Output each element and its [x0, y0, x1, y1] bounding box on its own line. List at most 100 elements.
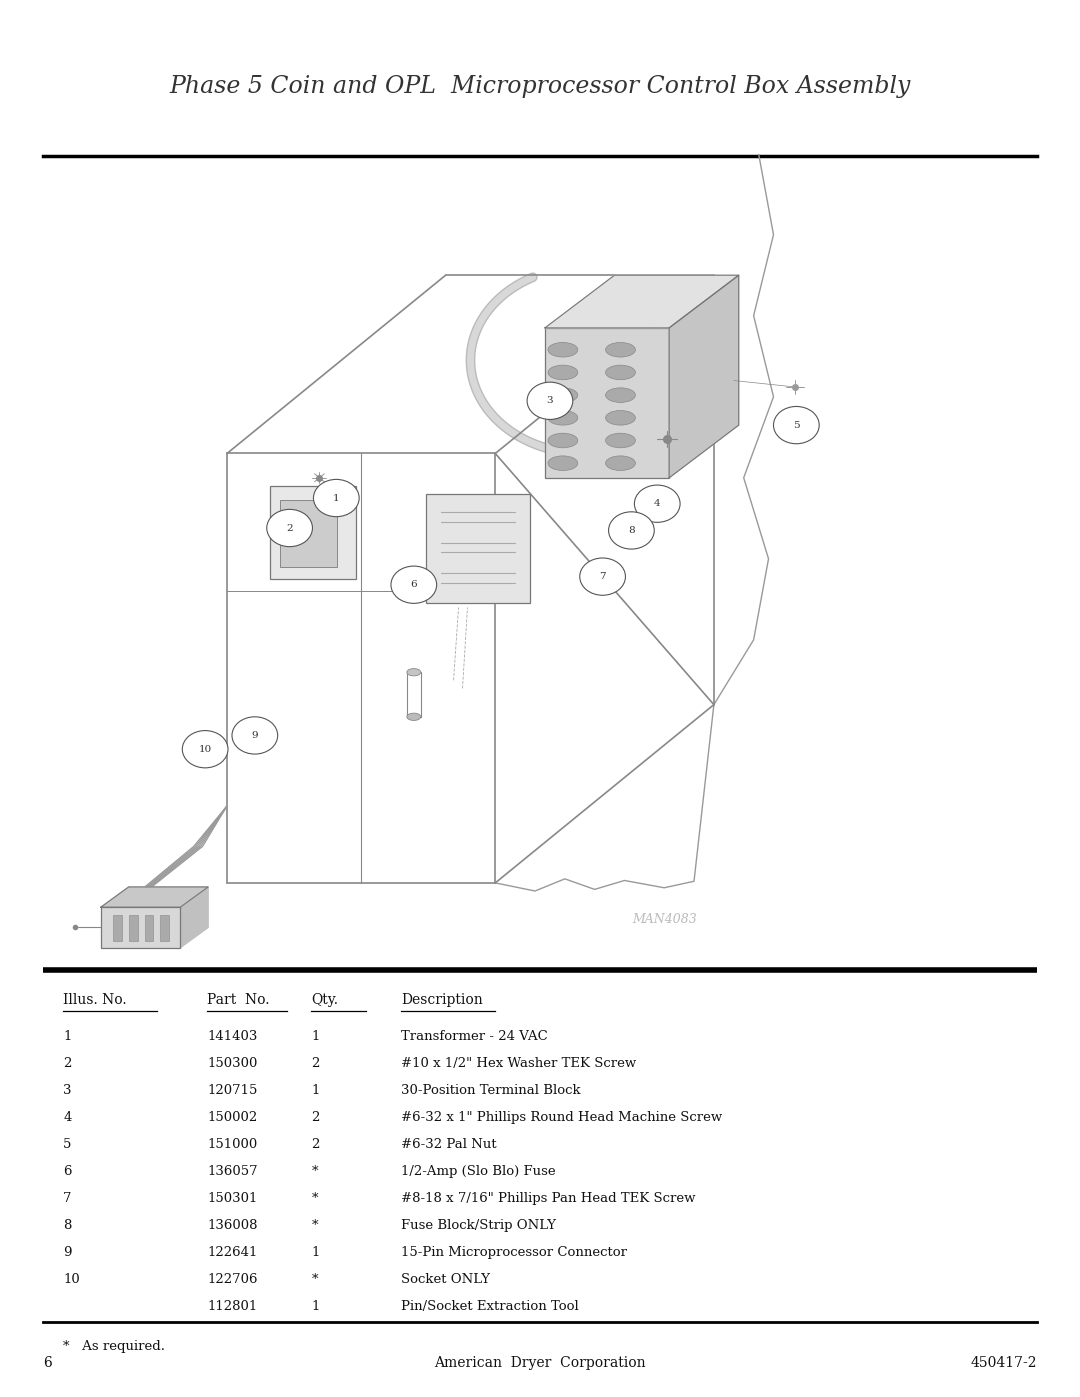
Polygon shape [545, 275, 739, 328]
Text: 136057: 136057 [207, 1165, 258, 1178]
Text: Transformer - 24 VAC: Transformer - 24 VAC [401, 1031, 548, 1044]
Ellipse shape [548, 365, 578, 380]
Bar [426, 495, 530, 604]
Text: Description: Description [401, 993, 483, 1007]
Ellipse shape [548, 455, 578, 471]
Polygon shape [670, 275, 739, 478]
Text: *: * [311, 1273, 318, 1285]
Bar [129, 915, 137, 942]
Text: #6-32 Pal Nut: #6-32 Pal Nut [401, 1139, 497, 1151]
Text: 2: 2 [286, 524, 293, 532]
Text: Fuse Block/Strip ONLY: Fuse Block/Strip ONLY [401, 1218, 556, 1232]
Text: 4: 4 [63, 1111, 71, 1125]
Ellipse shape [606, 342, 635, 358]
Ellipse shape [606, 455, 635, 471]
Text: 6: 6 [63, 1165, 71, 1178]
Text: 150002: 150002 [207, 1111, 257, 1125]
Text: American  Dryer  Corporation: American Dryer Corporation [434, 1356, 646, 1370]
Text: 150301: 150301 [207, 1192, 257, 1206]
Ellipse shape [606, 411, 635, 425]
Polygon shape [180, 887, 208, 947]
Ellipse shape [606, 365, 635, 380]
Ellipse shape [606, 433, 635, 448]
Bar [100, 907, 180, 947]
Text: #6-32 x 1" Phillips Round Head Machine Screw: #6-32 x 1" Phillips Round Head Machine S… [401, 1111, 723, 1125]
Text: 6: 6 [43, 1356, 52, 1370]
Circle shape [527, 383, 572, 419]
Text: 122641: 122641 [207, 1246, 257, 1259]
Text: 6: 6 [410, 580, 417, 590]
Text: 450417-2: 450417-2 [970, 1356, 1037, 1370]
Text: 3: 3 [546, 397, 553, 405]
Text: Part  No.: Part No. [207, 993, 270, 1007]
Circle shape [183, 731, 228, 768]
Text: 10: 10 [199, 745, 212, 754]
Bar [112, 915, 122, 942]
Circle shape [773, 407, 820, 444]
Text: 141403: 141403 [207, 1031, 257, 1044]
Text: 7: 7 [599, 573, 606, 581]
Text: 1: 1 [311, 1246, 320, 1259]
Text: MAN4083: MAN4083 [632, 912, 697, 926]
Text: 5: 5 [63, 1139, 71, 1151]
Text: 7: 7 [63, 1192, 71, 1206]
Text: 1: 1 [63, 1031, 71, 1044]
Text: 2: 2 [311, 1058, 320, 1070]
Text: Socket ONLY: Socket ONLY [401, 1273, 490, 1285]
Ellipse shape [548, 433, 578, 448]
Bar [280, 500, 337, 567]
Text: 2: 2 [63, 1058, 71, 1070]
Text: 150300: 150300 [207, 1058, 257, 1070]
Text: 30-Position Terminal Block: 30-Position Terminal Block [401, 1084, 581, 1097]
Text: 1: 1 [311, 1299, 320, 1313]
Text: Pin/Socket Extraction Tool: Pin/Socket Extraction Tool [401, 1299, 579, 1313]
Text: Qty.: Qty. [311, 993, 338, 1007]
Text: Phase 5 Coin and OPL  Microprocessor Control Box Assembly: Phase 5 Coin and OPL Microprocessor Cont… [170, 75, 910, 98]
Ellipse shape [548, 388, 578, 402]
Text: 112801: 112801 [207, 1299, 257, 1313]
Text: 10: 10 [63, 1273, 80, 1285]
Text: 136008: 136008 [207, 1218, 258, 1232]
Text: 4: 4 [653, 499, 661, 509]
Text: 15-Pin Microprocessor Connector: 15-Pin Microprocessor Connector [401, 1246, 626, 1259]
Bar [145, 915, 153, 942]
Circle shape [232, 717, 278, 754]
Circle shape [267, 510, 312, 546]
Bar [270, 486, 356, 580]
Text: 1: 1 [333, 493, 339, 503]
Bar [161, 915, 170, 942]
Text: Illus. No.: Illus. No. [63, 993, 126, 1007]
Circle shape [634, 485, 680, 522]
Text: 1: 1 [311, 1031, 320, 1044]
Text: 1: 1 [311, 1084, 320, 1097]
Text: 122706: 122706 [207, 1273, 258, 1285]
Bar [545, 328, 670, 478]
Text: 1/2-Amp (Slo Blo) Fuse: 1/2-Amp (Slo Blo) Fuse [401, 1165, 555, 1178]
Text: #8-18 x 7/16" Phillips Pan Head TEK Screw: #8-18 x 7/16" Phillips Pan Head TEK Scre… [401, 1192, 696, 1206]
Text: *: * [311, 1192, 318, 1206]
Text: 9: 9 [252, 731, 258, 740]
Text: *: * [311, 1218, 318, 1232]
Circle shape [580, 557, 625, 595]
Circle shape [391, 566, 436, 604]
Text: *   As required.: * As required. [63, 1340, 165, 1352]
Text: 151000: 151000 [207, 1139, 257, 1151]
Text: 2: 2 [311, 1111, 320, 1125]
Ellipse shape [606, 388, 635, 402]
Text: #10 x 1/2" Hex Washer TEK Screw: #10 x 1/2" Hex Washer TEK Screw [401, 1058, 636, 1070]
Text: 120715: 120715 [207, 1084, 257, 1097]
Circle shape [313, 479, 360, 517]
Text: 8: 8 [63, 1218, 71, 1232]
Polygon shape [100, 887, 208, 907]
Text: *: * [311, 1165, 318, 1178]
Ellipse shape [407, 669, 421, 676]
Text: 2: 2 [311, 1139, 320, 1151]
Text: 9: 9 [63, 1246, 71, 1259]
Text: 5: 5 [793, 420, 799, 430]
Ellipse shape [548, 411, 578, 425]
Ellipse shape [407, 712, 421, 721]
Text: 8: 8 [629, 525, 635, 535]
Circle shape [608, 511, 654, 549]
Text: 3: 3 [63, 1084, 71, 1097]
Ellipse shape [548, 342, 578, 358]
